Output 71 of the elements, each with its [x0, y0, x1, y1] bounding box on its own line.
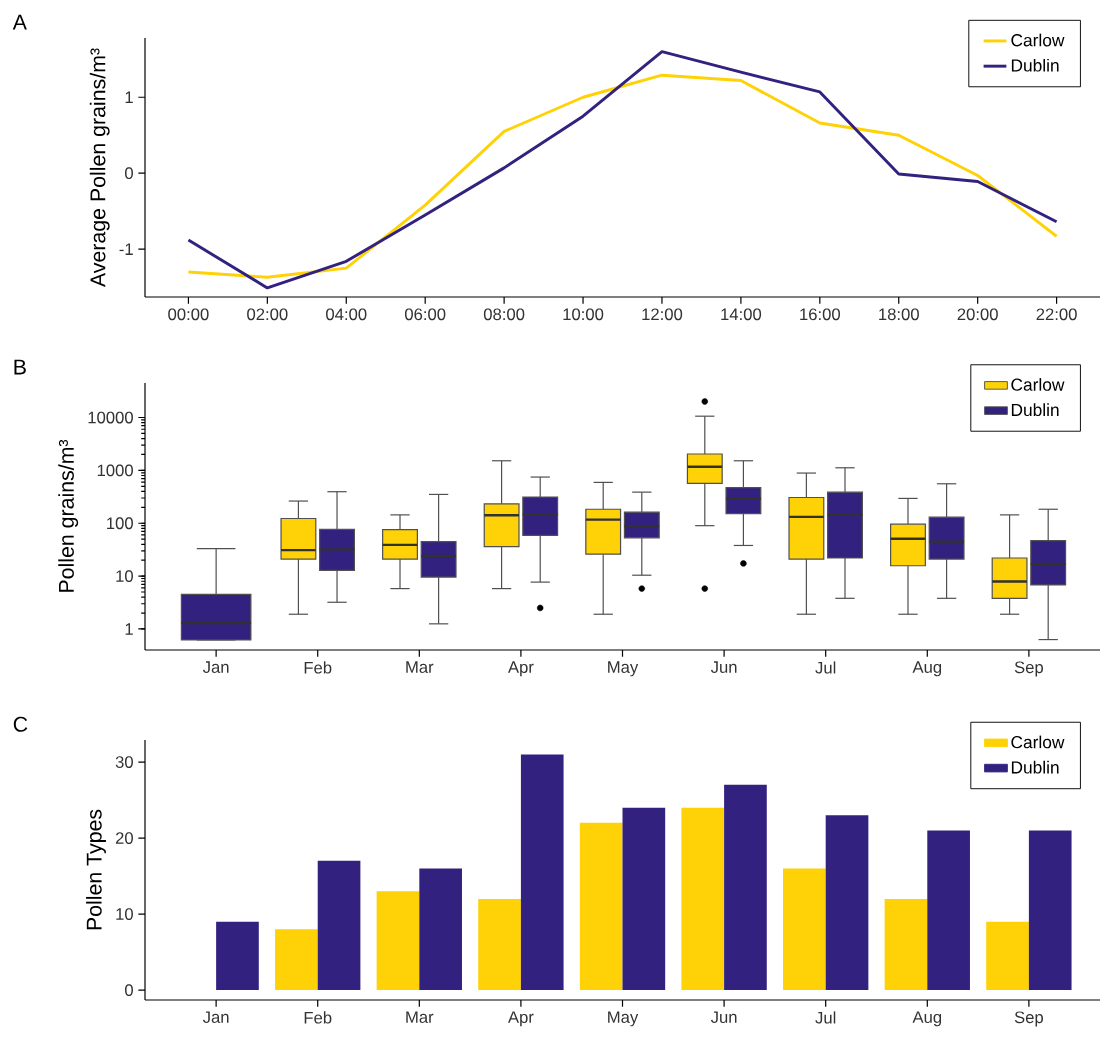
y-tick-label: 100: [107, 517, 133, 530]
legend-label: Carlow: [1011, 378, 1065, 391]
x-tick-label: Jun: [710, 661, 737, 673]
bar: [419, 868, 462, 991]
x-tick-label: Apr: [507, 1011, 534, 1027]
bar: [825, 815, 869, 991]
bar: [275, 929, 318, 991]
bar: [1028, 830, 1072, 991]
y-axis-title: Pollen Types: [86, 809, 106, 930]
bar: [986, 921, 1029, 991]
x-tick-label: 02:00: [247, 308, 288, 321]
bar: [216, 921, 259, 991]
x-tick-label: Jan: [202, 1011, 229, 1024]
x-tick-label: 16:00: [800, 308, 841, 321]
y-tick-label: 10000: [88, 411, 133, 424]
x-tick-label: Apr: [507, 661, 534, 677]
x-tick-label: 14:00: [721, 308, 762, 321]
bar: [622, 807, 666, 991]
legend-label: Carlow: [1011, 33, 1065, 47]
x-tick-label: Sep: [1014, 1011, 1044, 1027]
x-tick-label: Aug: [912, 661, 942, 677]
x-tick-label: Mar: [406, 661, 434, 673]
x-tick-label: Sep: [1014, 661, 1044, 677]
x-tick-label: Feb: [304, 1011, 332, 1024]
x-tick-label: 20:00: [957, 308, 998, 321]
x-tick-label: Jan: [202, 661, 229, 673]
bar: [927, 830, 970, 991]
y-axis-title: Average Pollen grains/m³: [89, 48, 110, 288]
y-tick-label: 30: [115, 756, 133, 768]
x-tick-label: Feb: [304, 661, 332, 674]
x-tick-label: 12:00: [642, 308, 683, 321]
x-tick-label: 00:00: [168, 308, 209, 321]
bar: [478, 898, 521, 991]
bar: [724, 784, 767, 991]
y-tick-label: 1000: [97, 464, 133, 477]
y-tick-label: 0: [125, 167, 133, 180]
bar: [884, 898, 928, 991]
x-tick-label: 08:00: [483, 308, 525, 321]
x-tick-label: 06:00: [404, 308, 446, 321]
legend-label: Carlow: [1011, 735, 1065, 749]
bar: [783, 868, 826, 991]
y-tick-label: 10: [116, 570, 133, 583]
y-tick-label: 20: [115, 832, 133, 844]
y-tick-label: 1: [125, 623, 133, 635]
x-tick-label: Mar: [406, 1011, 434, 1024]
x-tick-label: 22:00: [1036, 308, 1077, 321]
bar: [317, 860, 361, 991]
legend-label: Dublin: [1011, 58, 1059, 72]
y-tick-label: -1: [119, 243, 133, 255]
x-tick-label: May: [608, 1011, 639, 1027]
bar: [681, 807, 725, 991]
y-axis-title: Pollen grains/m³: [58, 439, 79, 592]
y-tick-label: 1: [125, 91, 133, 103]
chart-title: A: [12, 14, 27, 30]
x-tick-label: 18:00: [879, 308, 919, 321]
legend-label: Dublin: [1011, 760, 1059, 774]
bar: [520, 754, 564, 991]
x-tick-label: 04:00: [326, 308, 367, 321]
x-tick-label: May: [608, 661, 639, 677]
legend-label: Dublin: [1011, 403, 1059, 417]
x-tick-label: 10:00: [563, 308, 604, 321]
x-tick-label: Jul: [815, 1011, 836, 1024]
chart-title: C: [13, 716, 28, 732]
y-tick-label: 0: [125, 984, 133, 997]
x-tick-label: Jun: [710, 1011, 737, 1024]
bar: [579, 822, 623, 991]
chart-title: B: [14, 359, 26, 375]
x-tick-label: Jul: [815, 661, 836, 674]
bar: [376, 891, 420, 991]
y-tick-label: 10: [116, 908, 133, 920]
x-tick-label: Aug: [912, 1011, 942, 1027]
